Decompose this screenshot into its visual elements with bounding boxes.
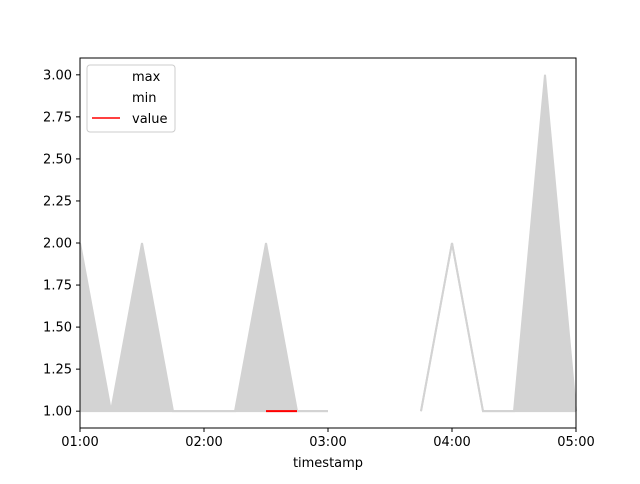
y-tick-label: 2.50 (43, 152, 72, 167)
x-tick-label: 01:00 (61, 435, 98, 450)
y-tick-label: 1.00 (43, 405, 72, 420)
x-tick-label: 05:00 (557, 435, 594, 450)
y-tick-label: 1.25 (43, 363, 72, 378)
x-axis-label: timestamp (293, 456, 363, 471)
x-tick-label: 04:00 (433, 435, 470, 450)
y-tick-label: 2.75 (43, 110, 72, 125)
legend-box (86, 64, 176, 133)
legend-label-value: value (132, 112, 168, 127)
legend-label-min: min (132, 91, 157, 106)
x-axis: 01:00 02:00 03:00 04:00 05:00 (61, 428, 595, 450)
y-tick-label: 1.50 (43, 321, 72, 336)
y-tick-label: 1.75 (43, 279, 72, 294)
y-tick-label: 2.25 (43, 194, 72, 209)
y-tick-label: 3.00 (43, 68, 72, 83)
y-tick-label: 2.00 (43, 237, 72, 252)
legend: max min value (86, 64, 176, 133)
x-tick-label: 02:00 (185, 435, 222, 450)
x-tick-label: 03:00 (309, 435, 346, 450)
series-lines (79, 74, 577, 413)
y-axis: 1.00 1.25 1.50 1.75 2.00 2.25 2.50 2.75 3.00 (43, 68, 80, 420)
legend-label-max: max (132, 70, 161, 85)
